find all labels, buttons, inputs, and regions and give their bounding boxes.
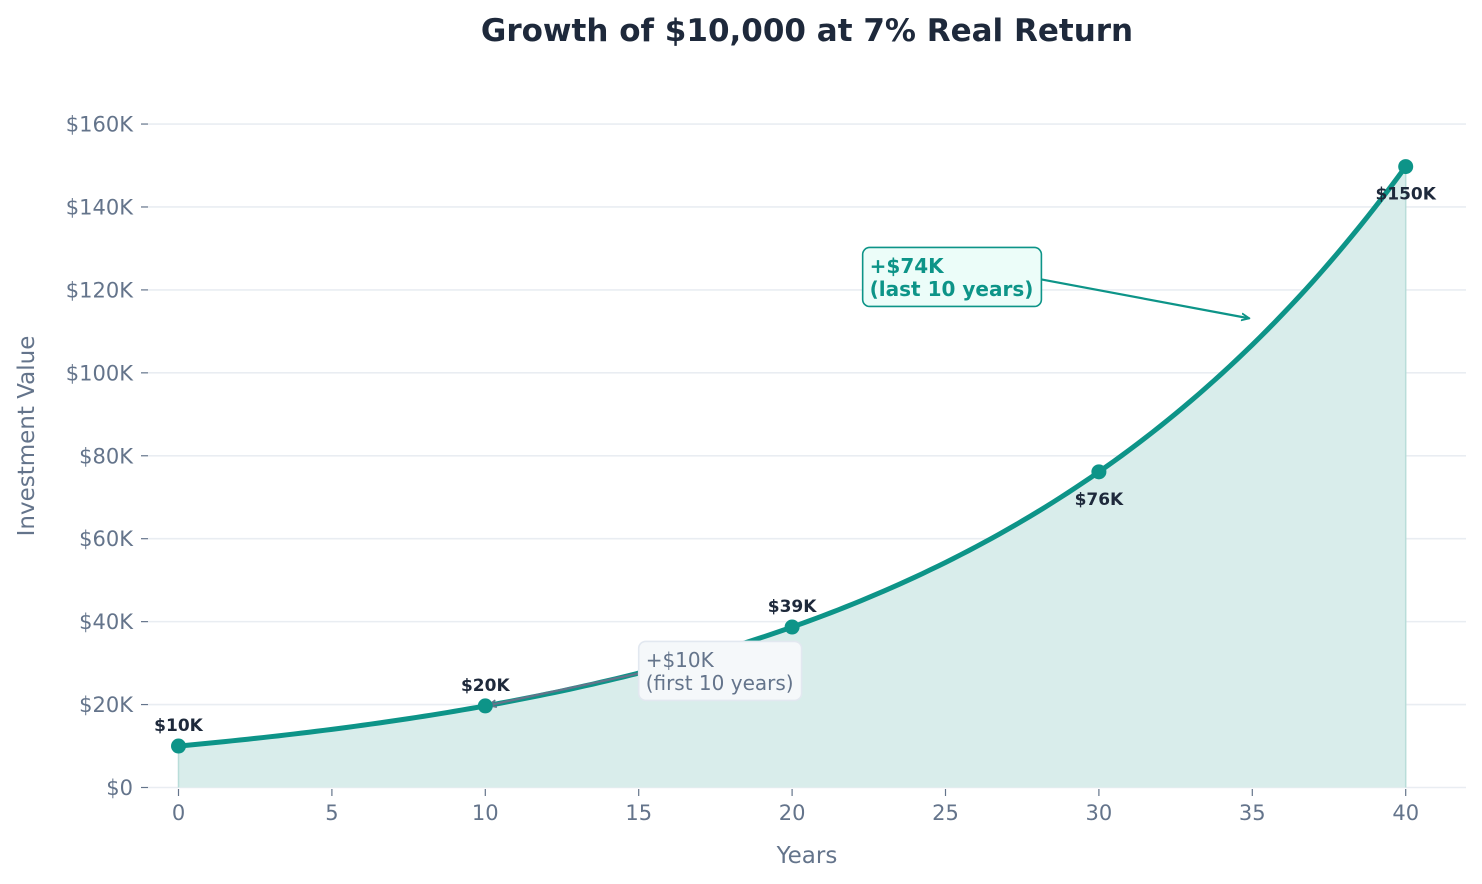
x-tick-label: 0 [172, 801, 185, 825]
gridlines [148, 123, 1466, 789]
annotation-box [861, 246, 1043, 308]
data-point [1091, 464, 1107, 480]
data-label: $76K [1075, 490, 1124, 510]
data-label: $10K [154, 716, 203, 736]
y-tick-label: $140K [66, 195, 134, 219]
annotation-text: (last 10 years) [870, 277, 1034, 301]
y-tick-label: $120K [66, 278, 134, 302]
annotation-arrow [1041, 278, 1249, 318]
annotation-first-10-years: +$10K(first 10 years) [637, 640, 803, 702]
x-axis-label: Years [776, 843, 838, 869]
area-fill [178, 166, 1406, 788]
markers-layer: $10K $20K $39K $76K $150K [154, 159, 1437, 754]
data-point [784, 619, 800, 635]
y-tick-label: $20K [79, 693, 134, 717]
annotation-last-10-years: +$74K(last 10 years) [861, 246, 1043, 308]
annotation-text: +$74K [870, 254, 946, 278]
x-axis-ticks: 0 5 10 15 20 25 30 35 40 [172, 789, 1419, 825]
data-point [477, 698, 493, 714]
annotation-box [637, 640, 803, 702]
x-tick-label: 40 [1392, 801, 1419, 825]
annotations-layer: +$10K(first 10 years) +$74K(last 10 years… [488, 246, 1249, 705]
x-tick-label: 10 [472, 801, 499, 825]
data-point [1398, 159, 1414, 175]
y-axis-ticks: $0 $20K $40K $60K $80K $100K $120K $140K $160K [66, 113, 148, 800]
annotation-arrow [488, 672, 639, 705]
y-tick-label: $0 [106, 776, 133, 800]
y-axis-label: Investment Value [14, 336, 40, 537]
annotation-text: +$10K [646, 648, 715, 672]
chart-title: Growth of $10,000 at 7% Real Return [481, 13, 1133, 49]
x-tick-label: 15 [625, 801, 652, 825]
x-tick-label: 25 [932, 801, 959, 825]
x-tick-label: 5 [325, 801, 338, 825]
y-tick-label: $60K [79, 527, 134, 551]
x-tick-label: 30 [1086, 801, 1113, 825]
data-label: $39K [768, 597, 817, 617]
x-tick-label: 20 [779, 801, 806, 825]
x-tick-label: 35 [1239, 801, 1266, 825]
data-label: $150K [1375, 185, 1436, 205]
annotation-text: (first 10 years) [646, 671, 794, 695]
y-tick-label: $100K [66, 361, 134, 385]
data-label: $20K [461, 676, 510, 696]
y-tick-label: $160K [66, 113, 134, 137]
y-tick-label: $80K [79, 444, 134, 468]
data-point [171, 738, 186, 754]
y-tick-label: $40K [79, 610, 134, 634]
